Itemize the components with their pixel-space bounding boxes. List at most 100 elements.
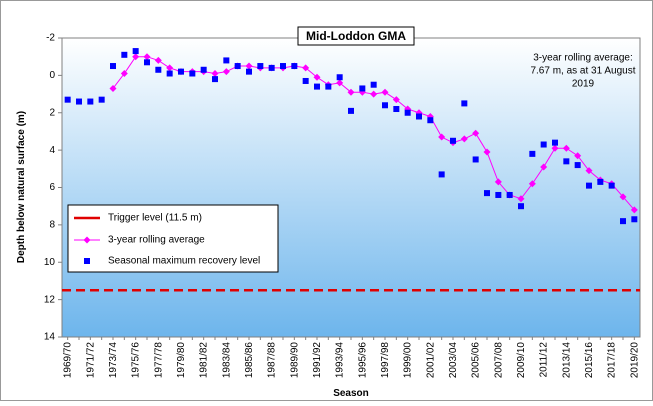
x-tick-label: 2017/18 [607,342,618,379]
diamond-marker [143,53,151,61]
square-marker [608,182,615,189]
square-marker [495,191,502,198]
square-marker [540,141,547,148]
square-marker [529,150,536,157]
diamond-marker [120,70,128,78]
diamond-marker [585,167,593,175]
square-marker [155,66,162,73]
square-marker [257,63,264,70]
x-tick-label: 1981/82 [199,342,210,379]
square-marker [223,57,230,64]
square-marker [132,48,139,55]
plot-area [61,37,641,338]
diamond-marker [472,129,480,137]
square-marker [302,77,309,84]
x-tick-label: 1985/86 [244,342,255,379]
diamond-marker [494,178,502,186]
square-marker [393,106,400,113]
x-tick-label: 1971/72 [85,342,96,379]
legend-label: Trigger level (11.5 m) [108,213,202,224]
diamond-marker [166,64,174,72]
diamond-marker [347,88,355,96]
square-marker [246,68,252,75]
diamond-marker [517,195,525,203]
diamond-marker [528,180,536,188]
square-marker [450,137,456,144]
square-marker [574,162,581,169]
chart-title: Mid-Loddon GMA [306,29,406,43]
legend: Trigger level (11.5 m) 3-year rolling ave… [67,204,279,273]
diamond-marker [460,135,468,143]
x-tick-label: 1975/76 [131,342,142,379]
square-marker [178,68,184,75]
diamond-marker [551,144,559,152]
diamond-marker [245,62,253,70]
square-marker [144,59,150,66]
square-marker [314,83,320,90]
diamond-marker [619,193,627,201]
diamond-marker [211,70,219,78]
square-marker [110,63,116,70]
diamond-marker [83,236,91,244]
square-marker [166,70,173,77]
diamond-marker [562,144,570,152]
annotation: 7.67 m, as at 31 August [530,66,635,77]
square-marker [518,203,524,210]
title-box [297,26,415,46]
diamond-marker [370,90,378,98]
diamond-marker [392,96,400,104]
square-marker [506,191,513,198]
y-tick-label: 6 [49,182,55,193]
square-marker [484,190,490,197]
square-marker [438,171,445,178]
square-marker [416,113,422,120]
legend-box [67,204,279,273]
square-marker [563,158,570,165]
x-tick-label: 2001/02 [425,342,436,379]
y-axis-label: Depth below natural surface (m) [16,111,27,263]
square-marker [98,96,105,103]
diamond-marker [302,64,310,72]
diamond-marker [540,163,548,171]
x-tick-label: 1983/84 [221,342,232,379]
diamond-marker [313,73,321,81]
square-marker [348,107,354,114]
square-marker [427,117,434,124]
square-marker [84,258,90,264]
square-marker [76,98,82,105]
square-marker [200,66,207,73]
x-tick-label: 1997/98 [380,342,391,379]
square-marker [291,63,298,70]
diamond-marker [438,133,446,141]
x-tick-label: 1991/92 [312,342,323,379]
square-marker [382,102,388,109]
x-tick-label: 1973/74 [108,342,119,379]
legend-label: Seasonal maximum recovery level [108,256,260,267]
square-marker [234,63,241,70]
square-marker [472,156,479,163]
x-tick-label: 2009/10 [516,342,527,379]
square-marker [325,83,332,90]
y-tick-label: -2 [46,33,55,44]
y-tick-label: 4 [49,145,55,156]
x-tick-label: 2003/04 [448,342,459,379]
square-marker [280,63,286,70]
annotation: 2019 [572,79,595,90]
diamond-marker [630,206,638,214]
x-tick-label: 2013/14 [561,342,572,379]
y-tick-label: 2 [49,107,55,118]
y-tick-label: 12 [44,294,56,305]
diamond-marker [483,148,491,156]
x-tick-label: 2007/08 [493,342,504,379]
x-axis-label: Season [333,388,369,399]
x-tick-label: 1987/88 [267,342,278,379]
y-tick-label: 0 [49,70,55,81]
x-tick-label: 2005/06 [471,342,482,379]
x-tick-label: 1995/96 [357,342,368,379]
square-marker [597,178,604,185]
square-marker [268,64,275,71]
x-tick-label: 1979/80 [176,342,187,379]
diamond-marker [109,84,117,92]
square-marker [586,182,592,189]
